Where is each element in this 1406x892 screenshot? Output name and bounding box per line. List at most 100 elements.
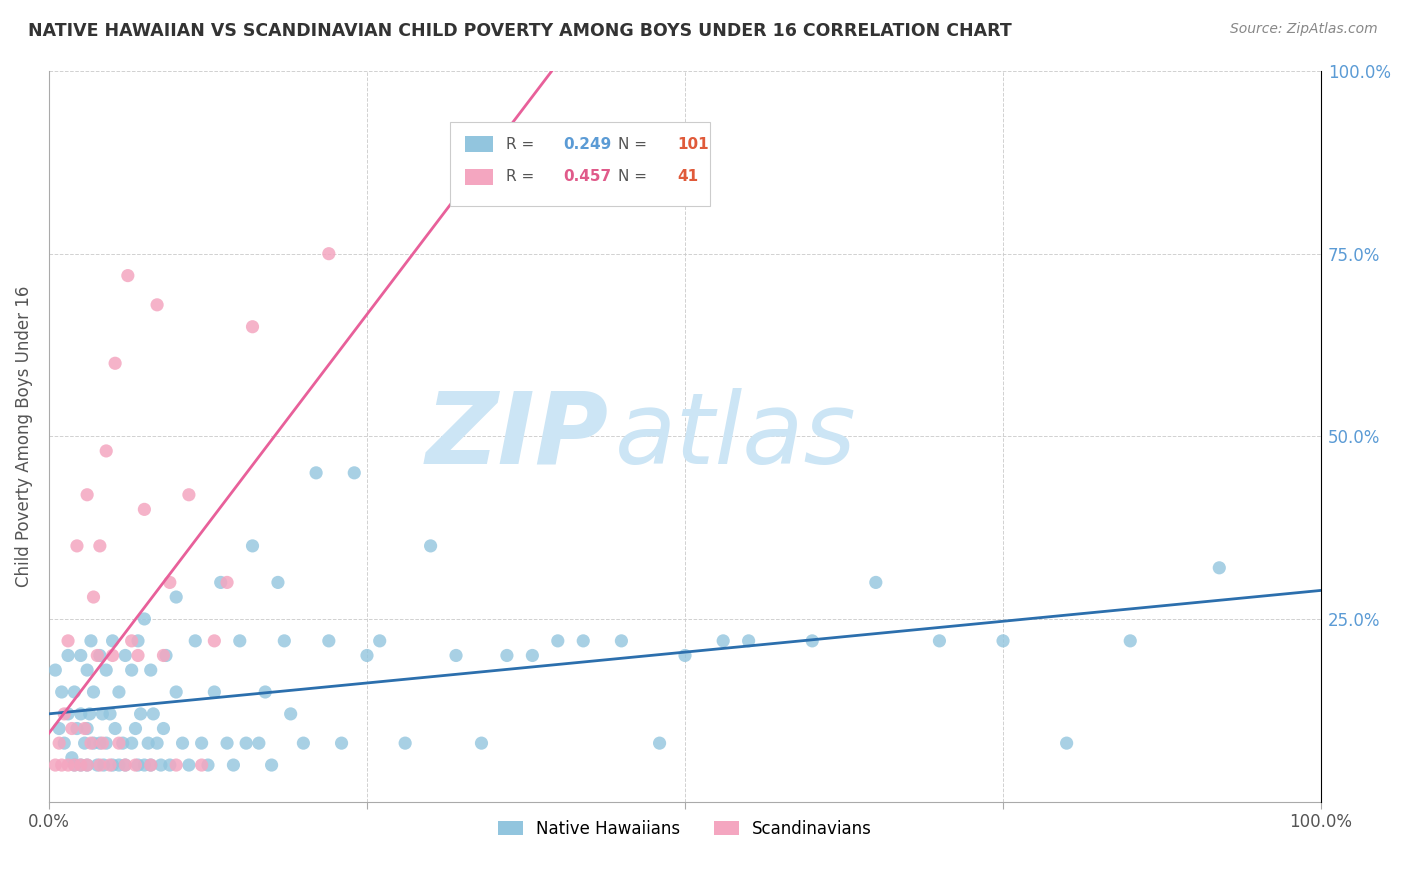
Text: ZIP: ZIP [426,388,609,485]
Point [63,758,86,772]
Point [522,648,544,663]
Point [91,706,114,721]
Point [184,633,207,648]
Point [66,539,89,553]
Point [111,736,134,750]
Point [134,758,156,772]
Point [865,575,887,590]
Point [152,722,174,736]
Point [222,758,245,772]
Point [254,685,277,699]
Point [146,298,169,312]
Legend: Native Hawaiians, Scandinavians: Native Hawaiians, Scandinavians [491,813,879,845]
Point [96,663,118,677]
Point [86,758,108,772]
Point [91,736,114,750]
Point [127,648,149,663]
Point [470,736,492,750]
Point [51,758,73,772]
Point [124,722,146,736]
Point [149,758,172,772]
Point [159,758,181,772]
Point [48,722,70,736]
Point [108,685,131,699]
Point [318,246,340,260]
Y-axis label: Child Poverty Among Boys Under 16: Child Poverty Among Boys Under 16 [15,285,32,587]
Point [142,706,165,721]
Point [280,706,302,721]
Point [292,736,315,750]
Text: Source: ZipAtlas.com: Source: ZipAtlas.com [1230,22,1378,37]
Text: N =: N = [617,136,651,152]
Point [177,488,200,502]
Text: R =: R = [506,136,538,152]
Point [129,706,152,721]
Point [1119,633,1142,648]
Point [152,648,174,663]
Point [76,758,98,772]
Point [56,706,79,721]
Point [114,648,136,663]
Point [197,758,219,772]
Point [96,444,118,458]
Point [1208,561,1230,575]
Point [1056,736,1078,750]
Point [73,722,96,736]
Point [215,736,238,750]
Point [444,648,467,663]
Text: NATIVE HAWAIIAN VS SCANDINAVIAN CHILD POVERTY AMONG BOYS UNDER 16 CORRELATION CH: NATIVE HAWAIIAN VS SCANDINAVIAN CHILD PO… [28,22,1012,40]
Point [235,736,257,750]
FancyBboxPatch shape [465,169,494,185]
Text: 101: 101 [678,136,709,152]
Point [104,356,127,370]
Point [267,575,290,590]
Point [93,758,115,772]
Point [202,685,225,699]
Point [69,706,91,721]
Text: N =: N = [617,169,651,185]
Point [260,758,283,772]
Point [121,633,143,648]
Point [96,736,118,750]
Point [76,722,98,736]
Point [356,648,378,663]
Point [63,758,86,772]
Point [273,633,295,648]
Point [60,722,83,736]
Point [139,758,162,772]
Point [53,706,76,721]
Point [89,539,111,553]
Point [165,685,187,699]
Point [44,663,66,677]
Point [69,758,91,772]
Point [114,758,136,772]
Point [610,633,633,648]
Text: atlas: atlas [614,388,856,485]
Point [82,590,104,604]
Point [134,502,156,516]
Text: R =: R = [506,169,538,185]
Point [202,633,225,648]
Point [101,758,124,772]
Point [190,758,212,772]
Point [165,758,187,772]
Point [247,736,270,750]
Point [419,539,441,553]
Point [242,539,264,553]
Point [177,758,200,772]
Point [737,633,759,648]
Point [209,575,232,590]
Point [146,736,169,750]
Point [89,758,111,772]
Point [991,633,1014,648]
Point [73,736,96,750]
Point [172,736,194,750]
Point [229,633,252,648]
Point [343,466,366,480]
Point [66,722,89,736]
Point [121,663,143,677]
Point [48,736,70,750]
Point [368,633,391,648]
Text: 0.457: 0.457 [562,169,612,185]
Point [101,633,124,648]
